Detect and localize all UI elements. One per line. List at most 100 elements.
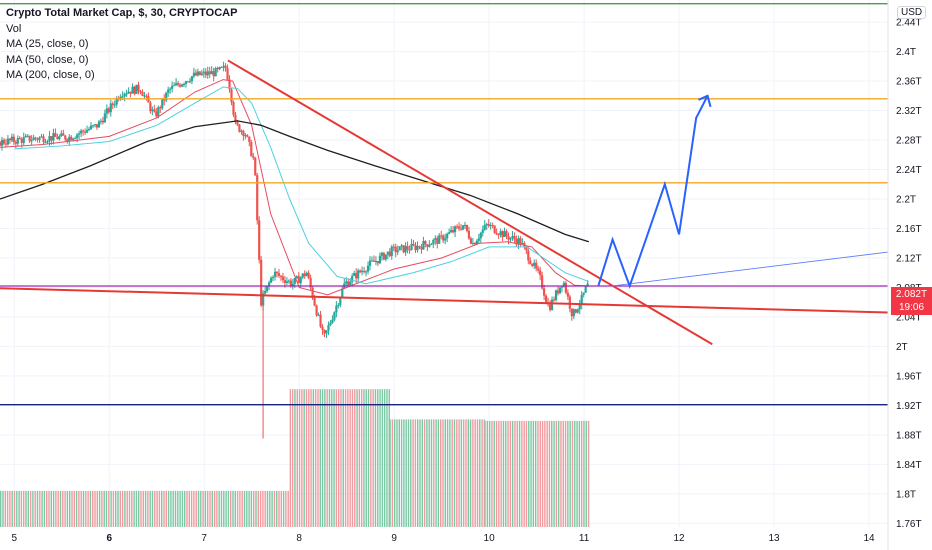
candle-body [12, 136, 15, 143]
volume-bar [276, 490, 278, 527]
candle-body [244, 135, 247, 137]
volume-bar [326, 389, 328, 527]
volume-bar [539, 420, 541, 527]
candle-body [424, 240, 427, 245]
volume-bar [488, 420, 491, 527]
volume-bar [43, 490, 46, 527]
volume-bar [73, 490, 75, 527]
candle-body [450, 230, 453, 233]
volume-bar [585, 420, 587, 527]
candle-body [461, 225, 465, 230]
volume-bar [507, 420, 509, 527]
y-tick-label: 2.24T [896, 165, 922, 176]
y-tick-label: 2.4T [896, 47, 916, 58]
volume-bar [537, 420, 539, 527]
volume-bar [410, 419, 412, 527]
candle-body [305, 272, 308, 277]
volume-bar [186, 490, 188, 527]
volume-bar [500, 420, 502, 527]
currency-button[interactable]: USD [897, 6, 927, 19]
volume-bar [48, 490, 50, 527]
candle-body [339, 297, 342, 305]
ma200-line [0, 120, 590, 243]
candle-body [422, 240, 425, 250]
volume-bar [308, 389, 310, 527]
candle-body [382, 252, 385, 260]
volume-bar [124, 490, 126, 527]
candle-body [495, 232, 498, 235]
candle-body [400, 245, 403, 247]
volume-bar [209, 490, 211, 527]
candle-body [186, 81, 190, 83]
projection-path [597, 95, 709, 289]
candle-body [307, 272, 310, 279]
candle-body [309, 278, 312, 288]
candle-body [105, 108, 108, 114]
y-tick-label: 2.12T [896, 253, 922, 264]
candle-body [497, 234, 500, 236]
candle-body [93, 124, 97, 126]
candle-body [301, 273, 304, 278]
candle-body [523, 242, 526, 247]
candle-body [293, 278, 296, 284]
candle-body [159, 107, 162, 109]
candle-body [299, 277, 302, 284]
volume-bar [365, 389, 367, 527]
candle-body [396, 250, 399, 253]
volume-bar [282, 490, 285, 527]
candle-body [420, 247, 423, 250]
volume-bar [435, 419, 437, 527]
candle-body [14, 142, 17, 144]
legend-vol: Vol [6, 22, 22, 35]
candle-body [517, 238, 520, 245]
candle-body [279, 275, 283, 277]
candle-body [0, 142, 2, 146]
candle-body [487, 223, 490, 227]
volume-bar [167, 490, 170, 527]
candle-body [368, 260, 372, 266]
candle-body [394, 246, 397, 253]
volume-bar [179, 490, 181, 527]
candle-body [234, 114, 237, 122]
volume-bar [548, 420, 551, 527]
volume-bar [27, 490, 29, 527]
candle-body [44, 142, 47, 144]
x-tick-label: 14 [863, 533, 875, 544]
volume-bar [218, 490, 220, 527]
candle-body [76, 134, 79, 139]
volume-bar [271, 490, 273, 527]
volume-bar [360, 389, 363, 527]
volume-bar [92, 490, 94, 527]
candle-body [204, 71, 207, 76]
candle-body [370, 260, 374, 262]
volume-bar [34, 490, 36, 527]
volume-bar [344, 389, 347, 527]
candle-body [206, 71, 209, 76]
candle-body [560, 286, 564, 288]
candle-body [444, 238, 447, 241]
candle-body [473, 243, 476, 245]
volume-bar [121, 490, 124, 527]
y-tick-label: 2.44T [896, 18, 922, 29]
volume-bar [439, 419, 442, 527]
volume-bar [367, 389, 370, 527]
candle-body [283, 280, 287, 283]
candle-body [214, 68, 217, 77]
volume-bar [11, 490, 13, 527]
volume-bar [553, 420, 555, 527]
candle-body [165, 92, 168, 101]
candle-body [226, 68, 229, 80]
volume-bar [321, 389, 324, 527]
volume-bar [335, 389, 338, 527]
candle-body [525, 246, 528, 251]
last-price-label: 2.082T 19:06 [891, 287, 932, 315]
candle-body [408, 249, 411, 251]
candle-body [133, 86, 136, 94]
volume-bar [87, 490, 89, 527]
volume-bar [193, 490, 195, 527]
candle-body [129, 91, 132, 94]
candle-body [285, 281, 288, 283]
volume-bar [419, 419, 421, 527]
candle-body [384, 254, 387, 260]
